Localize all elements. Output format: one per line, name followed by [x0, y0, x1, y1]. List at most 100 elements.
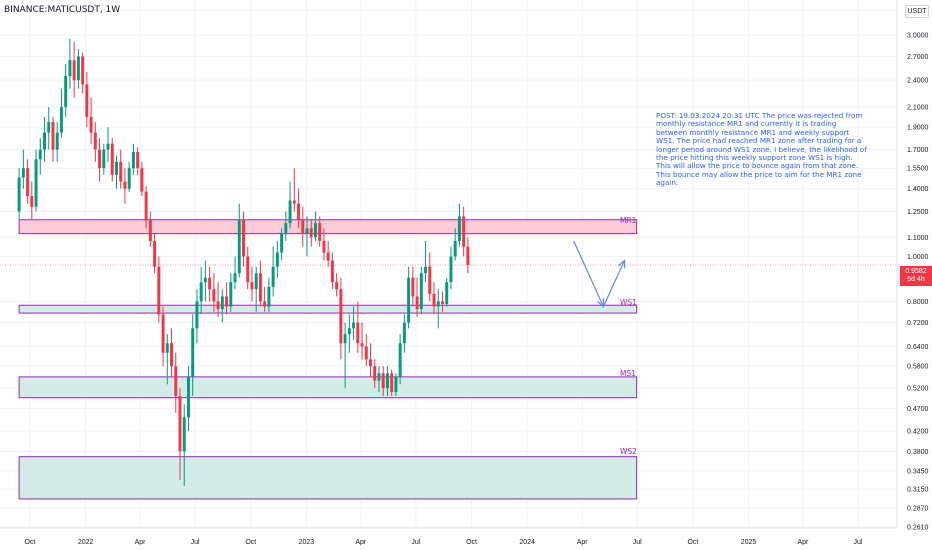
- candle-body: [292, 200, 296, 204]
- candle-body: [288, 200, 292, 224]
- y-tick-label: 0.4700: [907, 406, 929, 413]
- y-tick-label: 0.3450: [907, 468, 929, 475]
- candle-body: [432, 293, 436, 307]
- candle-body: [258, 273, 262, 302]
- y-tick-label: 0.8000: [907, 299, 929, 306]
- y-tick-label: 0.4200: [907, 429, 929, 436]
- x-tick-label: Oct: [25, 539, 36, 546]
- x-tick-label: Jul: [633, 539, 642, 546]
- candle-body: [110, 143, 114, 175]
- candle-body: [398, 343, 402, 377]
- y-tick-label: 0.3800: [907, 449, 929, 456]
- x-tick-label: Apr: [355, 539, 367, 546]
- zone-label-ws2: WS2: [620, 447, 637, 456]
- candle-body: [267, 286, 271, 307]
- candle-body: [182, 417, 186, 452]
- time-axis-bg: [0, 528, 897, 550]
- candle-body: [170, 343, 174, 367]
- y-tick-label: 0.2870: [907, 505, 929, 512]
- y-tick-label: 3.0000: [907, 33, 929, 40]
- candle-body: [424, 266, 428, 274]
- candle-body: [98, 149, 102, 169]
- candle-body: [462, 216, 466, 247]
- x-tick-label: 2022: [78, 539, 94, 546]
- candle-body: [115, 161, 118, 175]
- y-tick-label: 0.5800: [907, 364, 929, 371]
- time-axis[interactable]: Oct 2022 Apr Jul Oct 2023 Apr Jul Oct 2024 Apr Jul O…: [0, 527, 897, 550]
- candle-body: [220, 296, 224, 310]
- candle-body: [407, 277, 411, 323]
- y-tick-label: 1.5500: [907, 166, 929, 173]
- y-tick-label: 0.5200: [907, 386, 929, 393]
- x-tick-label: Apr: [577, 539, 589, 546]
- candle-body: [335, 282, 339, 290]
- candle-body: [229, 282, 233, 307]
- symbol-title: BINANCE:MATICUSDT, 1W: [4, 5, 121, 15]
- candle-body: [186, 376, 190, 418]
- candle-body: [381, 373, 385, 389]
- candle-body: [411, 277, 415, 297]
- candle-body: [43, 132, 46, 150]
- zones: [0, 219, 897, 500]
- candle-body: [445, 282, 449, 304]
- candle-body: [89, 116, 93, 133]
- candle-body: [144, 191, 148, 220]
- projection-mid-arrowhead: [596, 298, 605, 308]
- candle-body: [347, 328, 351, 335]
- y-tick-label: 0.7200: [907, 320, 929, 327]
- candle-body: [178, 396, 182, 452]
- candle-body: [157, 266, 161, 315]
- candle-body: [51, 121, 55, 150]
- candle-body: [21, 168, 25, 178]
- candle-body: [26, 168, 30, 197]
- y-tick-label: 1.7000: [907, 147, 929, 154]
- candle-body: [330, 260, 334, 283]
- candle-body: [297, 203, 301, 220]
- candle-body: [174, 366, 178, 397]
- candle-body: [203, 277, 207, 283]
- candle-body: [127, 168, 131, 189]
- zone-ws1: [18, 304, 638, 314]
- candle-body: [322, 240, 326, 253]
- grid-lines: [0, 0, 897, 528]
- candle-body: [301, 219, 305, 234]
- x-tick-label: Apr: [798, 539, 810, 546]
- candle-body: [271, 266, 275, 287]
- candle-body: [280, 233, 284, 253]
- candle-body: [34, 159, 38, 207]
- y-tick-label: 2.7000: [907, 54, 929, 61]
- zone-mr1: [18, 219, 638, 235]
- candle-body: [394, 376, 398, 393]
- y-tick-label: 0.2610: [907, 525, 929, 532]
- candle-body: [377, 373, 381, 381]
- candle-body: [457, 216, 461, 241]
- candle-body: [123, 181, 127, 189]
- candle-body: [199, 282, 203, 302]
- candle-body: [225, 296, 229, 307]
- candle-body: [153, 240, 157, 267]
- candle-body: [242, 219, 245, 257]
- candle-body: [436, 301, 440, 307]
- candle-body: [165, 343, 169, 353]
- x-tick-label: Oct: [245, 539, 256, 546]
- candle-body: [419, 273, 423, 310]
- bar-countdown: 5d 4h: [907, 276, 925, 283]
- candle-body: [254, 273, 258, 290]
- x-tick-label: Apr: [135, 539, 147, 546]
- candle-body: [195, 301, 199, 329]
- candle-body: [326, 252, 330, 261]
- candle-body: [385, 373, 389, 389]
- candle-body: [275, 252, 279, 267]
- candle-body: [208, 277, 212, 290]
- candles: [17, 38, 470, 486]
- zone-ms1: [18, 376, 638, 399]
- candle-body: [360, 343, 364, 347]
- projection-arrowhead: [617, 259, 626, 269]
- y-tick-label: 1.0000: [907, 254, 929, 261]
- currency-button[interactable]: USDT: [905, 5, 929, 18]
- candle-body: [131, 151, 135, 169]
- candle-body: [352, 322, 356, 329]
- candle-body: [55, 132, 59, 150]
- candle-body: [284, 223, 288, 234]
